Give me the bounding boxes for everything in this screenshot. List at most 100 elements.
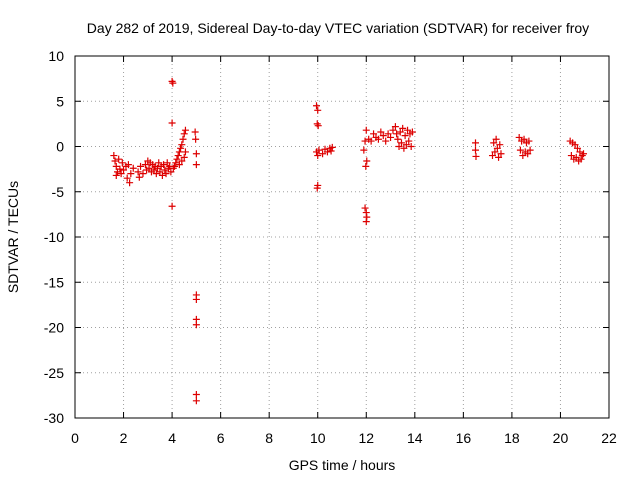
- data-point: [134, 168, 142, 176]
- y-tick-label: -5: [52, 184, 65, 200]
- data-point: [362, 162, 370, 170]
- data-point: [150, 166, 158, 174]
- data-point: [139, 170, 147, 178]
- data-point: [124, 161, 132, 169]
- data-point: [396, 128, 404, 136]
- data-point: [490, 139, 498, 147]
- data-point: [192, 390, 200, 398]
- y-tick-label: -10: [44, 229, 64, 245]
- data-point: [117, 170, 125, 178]
- data-point: [363, 157, 371, 165]
- data-point: [472, 152, 480, 160]
- data-point: [118, 159, 126, 167]
- data-point: [395, 143, 403, 150]
- data-point: [391, 123, 399, 131]
- x-axis-label: GPS time / hours: [289, 457, 396, 473]
- data-point: [497, 150, 505, 158]
- data-point: [394, 135, 402, 143]
- data-point: [571, 141, 579, 149]
- data-point: [400, 144, 408, 152]
- data-point: [192, 150, 200, 158]
- data-point: [314, 152, 322, 160]
- data-point: [173, 155, 181, 163]
- y-axis-label: SDTVAR / TECUs: [5, 181, 21, 293]
- data-point: [181, 126, 189, 134]
- data-point: [402, 141, 410, 149]
- data-point: [379, 132, 387, 140]
- data-point: [163, 159, 171, 167]
- data-point: [192, 135, 200, 143]
- data-point: [110, 152, 118, 160]
- data-point: [172, 159, 180, 167]
- y-tick-label: 0: [56, 139, 64, 155]
- data-point: [127, 170, 135, 178]
- data-point: [377, 128, 385, 136]
- data-point: [192, 161, 200, 169]
- data-point: [178, 157, 186, 165]
- data-point: [171, 162, 179, 170]
- x-tick-label: 16: [456, 430, 472, 446]
- data-point: [576, 148, 584, 156]
- data-point: [116, 165, 124, 173]
- data-point: [408, 128, 416, 136]
- data-point: [525, 137, 533, 145]
- data-point: [169, 79, 177, 87]
- data-point: [572, 153, 580, 161]
- data-point: [313, 184, 321, 192]
- data-point: [404, 126, 412, 134]
- data-point: [313, 120, 321, 128]
- data-point: [155, 159, 163, 167]
- data-point: [161, 166, 169, 174]
- data-point: [384, 130, 392, 138]
- data-point: [405, 137, 413, 145]
- data-point: [313, 102, 321, 110]
- data-point: [362, 218, 370, 226]
- x-tick-label: 14: [407, 430, 423, 446]
- tick-labels: 0 2 4 6 8 10 12 14 16 18 20 22 10 5 0 -5 -10 -15 -20 -25 -30: [44, 48, 617, 446]
- data-point: [156, 168, 164, 176]
- data-point: [519, 152, 527, 160]
- y-tick-label: 5: [56, 93, 64, 109]
- data-point: [526, 146, 534, 154]
- data-point: [488, 152, 496, 160]
- data-point: [175, 161, 183, 169]
- data-point: [175, 148, 183, 156]
- data-point: [472, 139, 479, 147]
- data-point: [178, 141, 186, 149]
- data-point: [115, 155, 123, 163]
- x-tick-label: 8: [265, 430, 273, 446]
- data-point: [314, 106, 322, 114]
- data-point: [361, 137, 369, 145]
- x-tick-label: 20: [553, 430, 569, 446]
- data-point: [112, 171, 120, 179]
- data-point: [370, 130, 378, 138]
- x-tick-label: 10: [310, 430, 326, 446]
- x-tick-label: 18: [504, 430, 520, 446]
- data-point: [168, 119, 176, 127]
- data-point: [167, 168, 175, 176]
- data-point: [361, 204, 369, 212]
- data-point: [314, 122, 322, 130]
- data-point: [177, 144, 185, 152]
- data-point: [389, 126, 397, 134]
- data-point: [168, 77, 176, 85]
- data-point: [152, 170, 160, 178]
- data-points: [110, 77, 588, 405]
- data-point: [401, 132, 409, 140]
- data-point: [367, 137, 375, 145]
- data-point: [492, 135, 500, 143]
- x-tick-label: 0: [71, 430, 79, 446]
- data-point: [387, 133, 395, 141]
- x-tick-label: 6: [217, 430, 225, 446]
- data-point: [493, 144, 501, 152]
- x-tick-label: 12: [358, 430, 374, 446]
- data-point: [112, 162, 120, 170]
- data-point: [407, 143, 415, 150]
- data-point: [374, 135, 382, 143]
- data-point: [160, 161, 168, 169]
- data-point: [319, 150, 327, 158]
- x-tick-label: 22: [601, 430, 617, 446]
- data-point: [577, 155, 585, 163]
